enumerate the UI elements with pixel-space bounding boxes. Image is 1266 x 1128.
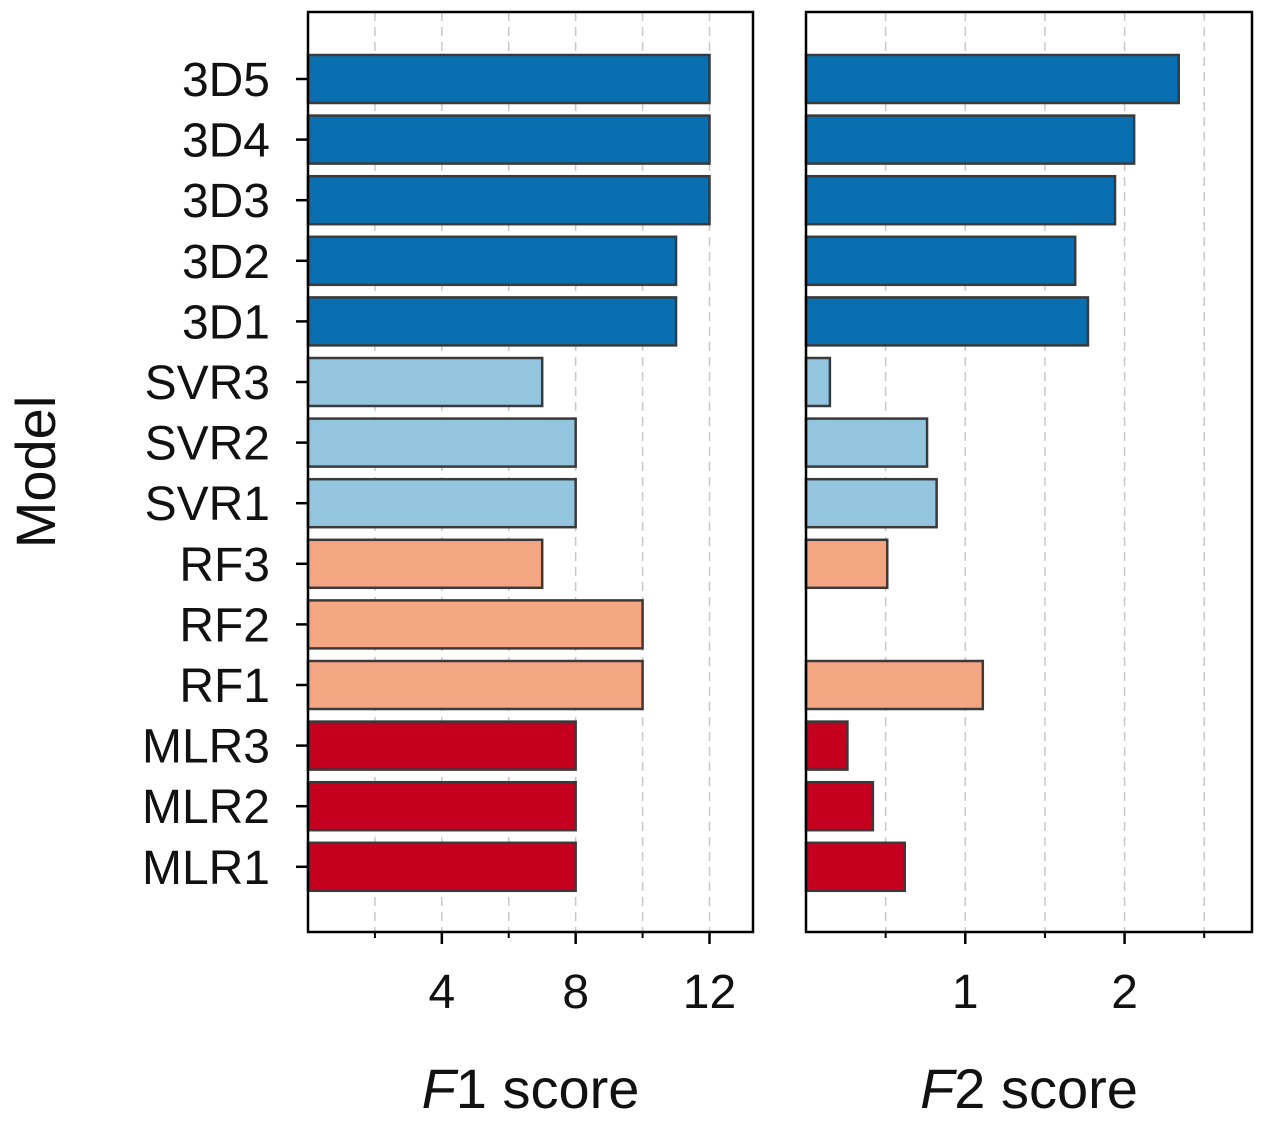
f1-bar-mlr3	[306, 720, 577, 771]
f2-bar-mlr3	[804, 720, 849, 771]
y-tick-label-3d1: 3D1	[182, 296, 270, 349]
f1-axes-frame	[306, 10, 755, 934]
f1-bar-3d2	[306, 235, 678, 287]
y-tick-label-3d4: 3D4	[182, 115, 270, 168]
f2-bar-svr2	[804, 417, 929, 468]
f1-bar-rf1	[306, 659, 644, 711]
f1-bar-svr3	[306, 356, 544, 408]
f2-axes-frame	[804, 10, 1254, 934]
f2-bar-rf3	[804, 538, 889, 590]
f2-bar-3d1	[804, 296, 1090, 347]
panel-f1: 4 8 12 F1 score	[306, 10, 755, 1120]
f1-bar-rf2	[306, 599, 644, 650]
y-tick-label-3d5: 3D5	[182, 54, 270, 107]
y-tick-label-rf1: RF1	[179, 660, 270, 713]
f2-bar-svr3	[804, 356, 832, 408]
y-tick-label-3d3: 3D3	[182, 175, 270, 228]
f2-bar-3d5	[804, 53, 1180, 105]
f2-bar-mlr1	[804, 841, 907, 893]
y-tick-label-3d2: 3D2	[182, 236, 270, 289]
y-tick-label-svr1: SVR1	[145, 478, 270, 531]
f1-x-axis-label: F1 score	[422, 1057, 640, 1120]
y-axis: 3D5 3D4 3D3 3D2 3D1 SVR3 SVR2 SVR1 RF3 RF2 RF1 MLR3…	[4, 54, 308, 895]
f1-bar-3d3	[306, 174, 711, 226]
f1-x-tick-label: 4	[428, 966, 455, 1019]
panel-f2: 1 2 F2 score	[804, 10, 1254, 1120]
y-tick-label-mlr2: MLR2	[142, 781, 270, 834]
y-tick-label-mlr1: MLR1	[142, 842, 270, 895]
f1-bar-mlr1	[306, 841, 577, 893]
f1-bar-3d4	[306, 114, 711, 165]
f2-bar-rf1	[804, 659, 985, 711]
f2-x-tick-label: 1	[952, 966, 979, 1019]
f1-bar-3d1	[306, 296, 678, 347]
f1-bar-svr1	[306, 477, 577, 529]
f2-bar-3d4	[804, 114, 1136, 165]
f2-bar-mlr2	[804, 780, 875, 832]
y-tick-label-mlr3: MLR3	[142, 721, 270, 774]
f2-bar-3d2	[804, 235, 1077, 287]
f2-x-axis-label: F2 score	[920, 1057, 1138, 1120]
y-tick-label-svr2: SVR2	[145, 418, 270, 471]
f1-bar-svr2	[306, 417, 577, 468]
y-axis-label: Model	[4, 396, 67, 549]
f2-x-tick-label: 2	[1111, 966, 1138, 1019]
y-tick-label-rf3: RF3	[179, 539, 270, 592]
f1-bar-3d5	[306, 53, 711, 105]
f1-bar-rf3	[306, 538, 544, 590]
f2-bar-svr1	[804, 477, 938, 529]
f2-bar-3d3	[804, 174, 1117, 226]
f1-x-tick-label: 12	[683, 966, 736, 1019]
y-tick-label-rf2: RF2	[179, 599, 270, 652]
f1-x-tick-label: 8	[562, 966, 589, 1019]
f1-bar-mlr2	[306, 780, 577, 832]
y-tick-label-svr3: SVR3	[145, 357, 270, 410]
